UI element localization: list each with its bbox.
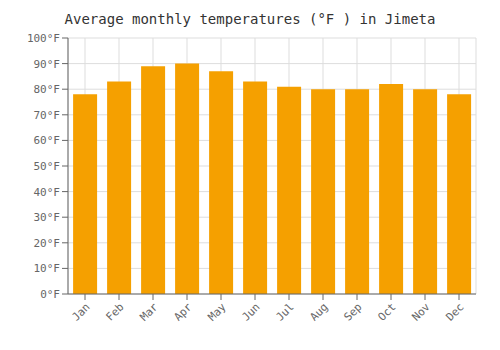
svg-text:Jan: Jan: [69, 300, 92, 323]
svg-text:Mar: Mar: [137, 300, 161, 324]
svg-text:May: May: [205, 300, 229, 324]
svg-text:Feb: Feb: [103, 300, 126, 323]
svg-text:30°F: 30°F: [34, 211, 61, 224]
svg-text:20°F: 20°F: [34, 237, 61, 250]
html-text:Average monthly temperatures (: Average monthly temperatures (°F ) in Ji…: [64, 11, 436, 27]
svg-text:Oct: Oct: [375, 300, 398, 323]
svg-text:Sep: Sep: [341, 300, 364, 323]
svg-text:Jul: Jul: [273, 300, 296, 323]
svg-text:60°F: 60°F: [34, 134, 61, 147]
svg-text:40°F: 40°F: [34, 186, 61, 199]
svg-text:Aug: Aug: [307, 300, 330, 323]
svg-text:Jun: Jun: [239, 300, 262, 323]
svg-text:Apr: Apr: [171, 300, 195, 324]
svg-text:70°F: 70°F: [34, 109, 61, 122]
svg-text:0°F: 0°F: [40, 288, 60, 301]
svg-text:100°F: 100°F: [27, 32, 60, 45]
svg-text:10°F: 10°F: [34, 262, 61, 275]
svg-text:50°F: 50°F: [34, 160, 61, 173]
svg-text:80°F: 80°F: [34, 83, 61, 96]
svg-text:Nov: Nov: [409, 300, 433, 324]
svg-text:90°F: 90°F: [34, 58, 61, 71]
svg-text:Dec: Dec: [443, 300, 466, 323]
